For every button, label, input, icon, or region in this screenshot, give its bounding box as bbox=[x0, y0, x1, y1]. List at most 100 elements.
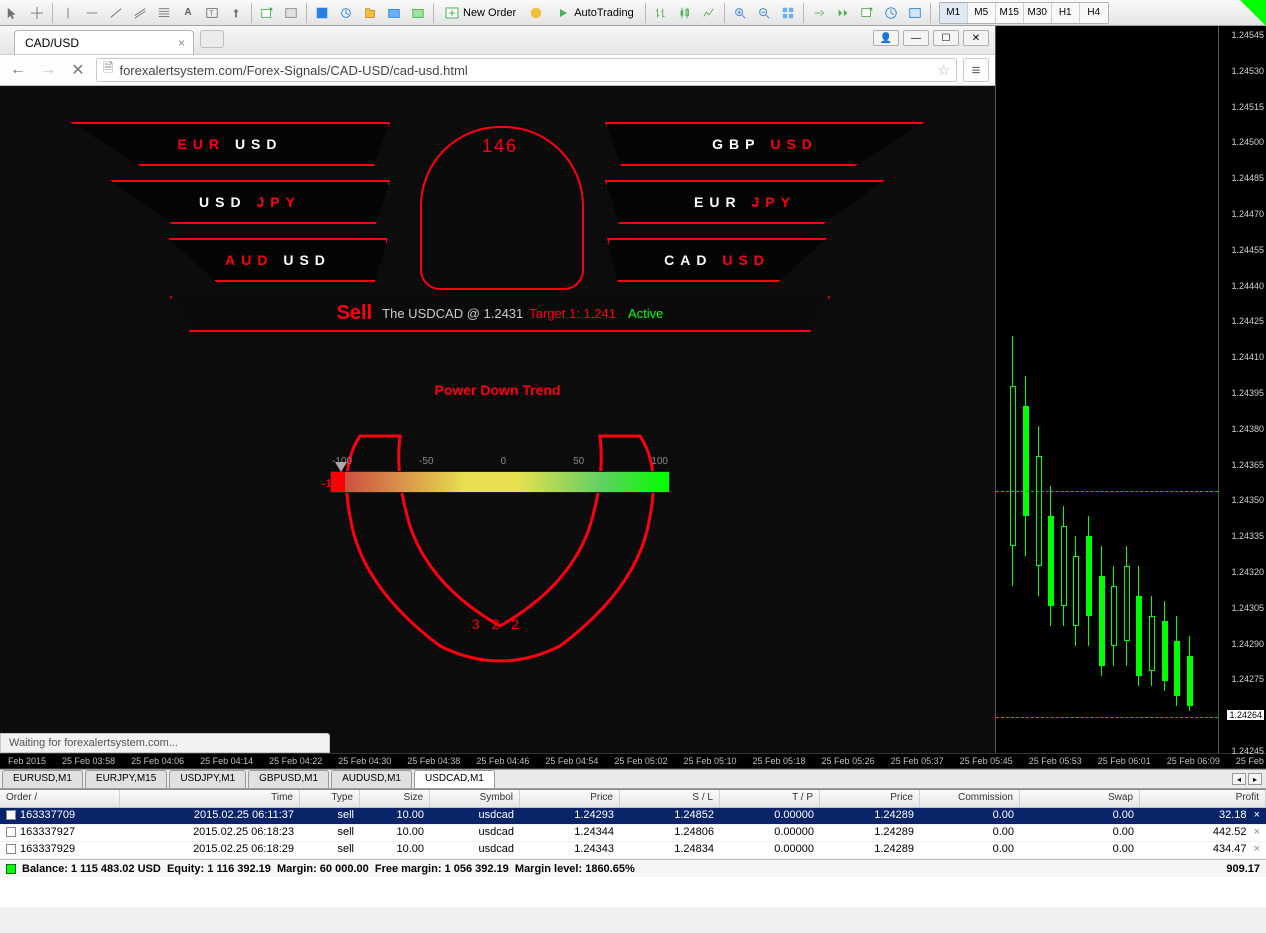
chart-tabs: EURUSD,M1EURJPY,M15USDJPY,M1GBPUSD,M1AUD… bbox=[0, 769, 1266, 789]
data-window-icon[interactable] bbox=[335, 2, 357, 24]
tile-windows-icon[interactable] bbox=[777, 2, 799, 24]
orders-col-header[interactable]: Swap bbox=[1020, 790, 1140, 807]
chart-tab[interactable]: GBPUSD,M1 bbox=[248, 770, 329, 788]
orders-col-header[interactable]: Symbol bbox=[430, 790, 520, 807]
order-row[interactable]: 1633377092015.02.25 06:11:37sell10.00usd… bbox=[0, 808, 1266, 825]
text-label-icon[interactable]: A bbox=[177, 2, 199, 24]
timeframe-m1[interactable]: M1 bbox=[940, 3, 968, 23]
stop-reload-button[interactable]: ✕ bbox=[66, 58, 90, 82]
market-watch-icon[interactable] bbox=[311, 2, 333, 24]
pair-row-cadusd[interactable]: CAD USD bbox=[607, 238, 827, 282]
signal-action: Sell bbox=[337, 302, 373, 325]
pair-row-gbpusd[interactable]: GBP USD bbox=[605, 122, 925, 166]
chart-tab[interactable]: EURUSD,M1 bbox=[2, 770, 83, 788]
tab-close-icon[interactable]: × bbox=[178, 36, 185, 50]
order-row[interactable]: 1633379272015.02.25 06:18:23sell10.00usd… bbox=[0, 825, 1266, 842]
fibo-icon[interactable] bbox=[153, 2, 175, 24]
timeframe-selector[interactable]: M1M5M15M30H1H4 bbox=[939, 2, 1109, 24]
text-tool-icon[interactable]: T bbox=[201, 2, 223, 24]
indicators-icon[interactable] bbox=[856, 2, 878, 24]
new-tab-button[interactable] bbox=[200, 30, 224, 48]
zoom-out-icon[interactable] bbox=[753, 2, 775, 24]
metaquotes-icon[interactable] bbox=[525, 2, 547, 24]
timeframe-h1[interactable]: H1 bbox=[1052, 3, 1080, 23]
profiles-icon[interactable] bbox=[280, 2, 302, 24]
tabs-scroll-left-icon[interactable]: ◂ bbox=[1232, 773, 1246, 785]
orders-col-header[interactable]: Time bbox=[120, 790, 300, 807]
maximize-icon[interactable]: ☐ bbox=[933, 30, 959, 46]
svg-text:T: T bbox=[209, 10, 214, 17]
vertical-line-icon[interactable] bbox=[57, 2, 79, 24]
timeframe-m15[interactable]: M15 bbox=[996, 3, 1024, 23]
zoom-in-icon[interactable] bbox=[729, 2, 751, 24]
pair-row-eurjpy[interactable]: EUR JPY bbox=[605, 180, 885, 224]
browser-tab[interactable]: CAD/USD × bbox=[14, 30, 194, 54]
chart-price-pane[interactable]: 1.245451.245301.245151.245001.244851.244… bbox=[996, 26, 1266, 753]
strategy-tester-icon[interactable] bbox=[407, 2, 429, 24]
orders-summary: Balance: 1 115 483.02 USD Equity: 1 116 … bbox=[0, 859, 1266, 877]
summary-balance: Balance: 1 115 483.02 USD bbox=[22, 863, 161, 875]
templates-icon[interactable] bbox=[904, 2, 926, 24]
pair-row-usdjpy[interactable]: USD JPY bbox=[110, 180, 390, 224]
orders-col-header[interactable]: Type bbox=[300, 790, 360, 807]
summary-free-margin: Free margin: 1 056 392.19 bbox=[375, 863, 509, 875]
trendline-icon[interactable] bbox=[105, 2, 127, 24]
price-axis: 1.245451.245301.245151.245001.244851.244… bbox=[1218, 26, 1266, 753]
bookmark-star-icon[interactable]: ☆ bbox=[937, 62, 950, 79]
navigator-icon[interactable] bbox=[359, 2, 381, 24]
eagle-body bbox=[300, 416, 700, 676]
orders-col-header[interactable]: Price bbox=[520, 790, 620, 807]
orders-header[interactable]: Order /TimeTypeSizeSymbolPriceS / LT / P… bbox=[0, 790, 1266, 808]
autotrading-button[interactable]: AutoTrading bbox=[549, 2, 641, 24]
page-icon: 🗎 bbox=[103, 59, 113, 81]
close-order-icon[interactable]: × bbox=[1254, 843, 1260, 855]
chart-shift-icon[interactable] bbox=[832, 2, 854, 24]
chart-tab[interactable]: EURJPY,M15 bbox=[85, 770, 167, 788]
orders-col-header[interactable]: Size bbox=[360, 790, 430, 807]
pair-row-audusd[interactable]: AUD USD bbox=[168, 238, 388, 282]
summary-total-profit: 909.17 bbox=[1226, 863, 1260, 875]
back-button[interactable]: ← bbox=[6, 58, 30, 82]
order-row[interactable]: 1633379292015.02.25 06:18:29sell10.00usd… bbox=[0, 842, 1266, 859]
periodicity-icon[interactable] bbox=[880, 2, 902, 24]
timeframe-h4[interactable]: H4 bbox=[1080, 3, 1108, 23]
terminal-icon[interactable] bbox=[383, 2, 405, 24]
bar-chart-icon[interactable] bbox=[650, 2, 672, 24]
close-order-icon[interactable]: × bbox=[1254, 809, 1260, 821]
close-order-icon[interactable]: × bbox=[1254, 826, 1260, 838]
minimize-icon[interactable]: — bbox=[903, 30, 929, 46]
line-chart-icon[interactable] bbox=[698, 2, 720, 24]
cursor-tool-icon[interactable] bbox=[2, 2, 24, 24]
new-chart-icon[interactable] bbox=[256, 2, 278, 24]
browser-menu-icon[interactable]: ≡ bbox=[963, 58, 989, 82]
timeframe-m5[interactable]: M5 bbox=[968, 3, 996, 23]
close-window-icon[interactable]: ✕ bbox=[963, 30, 989, 46]
autoscroll-icon[interactable] bbox=[808, 2, 830, 24]
mt4-toolbar: A T New Order AutoTrading M1M5M15M30H1H4 bbox=[0, 0, 1266, 26]
orders-col-header[interactable]: Commission bbox=[920, 790, 1020, 807]
orders-col-header[interactable]: T / P bbox=[720, 790, 820, 807]
forward-button[interactable]: → bbox=[36, 58, 60, 82]
horizontal-line-icon[interactable] bbox=[81, 2, 103, 24]
new-order-button[interactable]: New Order bbox=[438, 2, 523, 24]
candle-chart-icon[interactable] bbox=[674, 2, 696, 24]
crosshair-tool-icon[interactable] bbox=[26, 2, 48, 24]
browser-tab-title: CAD/USD bbox=[25, 36, 79, 50]
timeframe-m30[interactable]: M30 bbox=[1024, 3, 1052, 23]
signal-instrument: The USDCAD @ 1.2431 bbox=[382, 306, 523, 321]
connection-status-icon bbox=[1240, 0, 1266, 26]
tabs-scroll-right-icon[interactable]: ▸ bbox=[1248, 773, 1262, 785]
url-input[interactable]: 🗎 forexalertsystem.com/Forex-Signals/CAD… bbox=[96, 58, 957, 82]
arrows-icon[interactable] bbox=[225, 2, 247, 24]
url-text: forexalertsystem.com/Forex-Signals/CAD-U… bbox=[119, 63, 467, 78]
channel-icon[interactable] bbox=[129, 2, 151, 24]
chart-tab[interactable]: USDCAD,M1 bbox=[414, 770, 495, 788]
chart-tab[interactable]: AUDUSD,M1 bbox=[331, 770, 412, 788]
chart-tab[interactable]: USDJPY,M1 bbox=[169, 770, 246, 788]
user-icon[interactable]: 👤 bbox=[873, 30, 899, 46]
orders-col-header[interactable]: S / L bbox=[620, 790, 720, 807]
pair-row-eurusd[interactable]: EUR USD bbox=[70, 122, 390, 166]
orders-col-header[interactable]: Price bbox=[820, 790, 920, 807]
orders-col-header[interactable]: Order / bbox=[0, 790, 120, 807]
orders-col-header[interactable]: Profit bbox=[1140, 790, 1266, 807]
